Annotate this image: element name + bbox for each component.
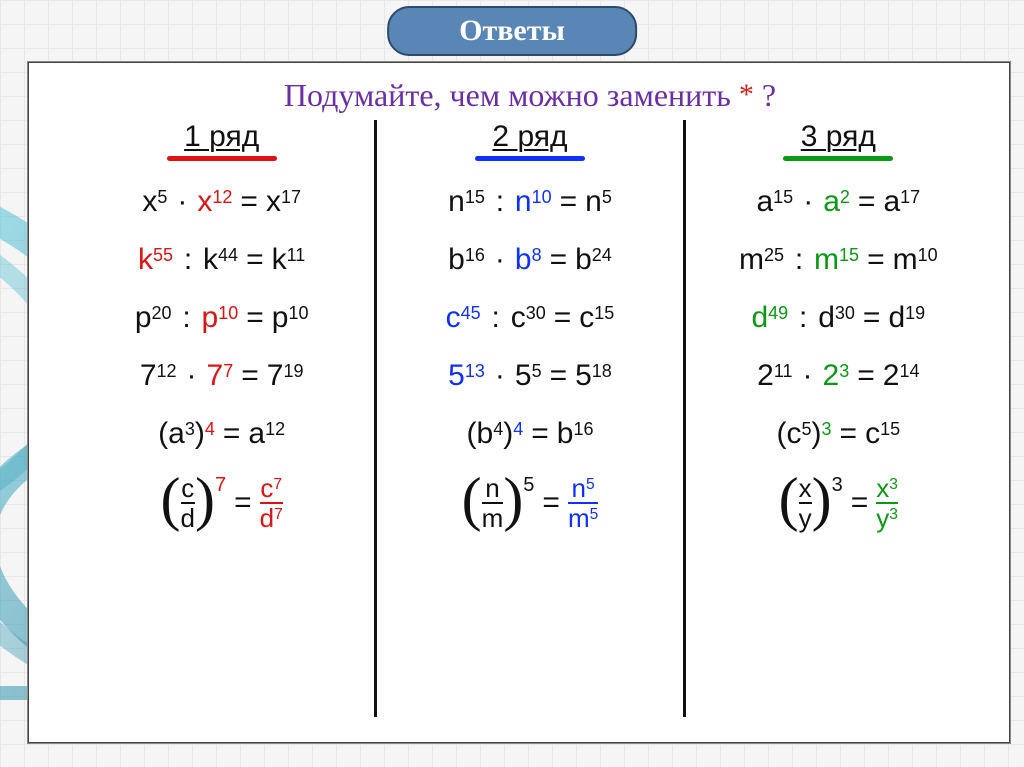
equation: 513 · 55 = 518 (448, 359, 612, 393)
equation: 712 · 77 = 719 (140, 359, 304, 393)
equation: (c5)3 = c15 (777, 417, 901, 451)
equation: k55 : k44 = k11 (138, 243, 305, 277)
equation: a15 · a2 = a17 (756, 185, 920, 219)
question-text: Подумайте, чем можно заменить * ? (69, 77, 991, 114)
equation: b16 · b8 = b24 (448, 243, 612, 277)
fraction-equation: ( cd ) 7 = c7 d7 (161, 475, 283, 531)
equation: p20 : p10 = p10 (135, 301, 309, 335)
column-title: 2 ряд (492, 120, 567, 154)
equation: m25 : m15 = m10 (739, 243, 938, 277)
column-3: 3 ряд a15 · a2 = a17 m25 : m15 = m10 d49… (683, 120, 991, 717)
answers-header: Ответы (387, 6, 637, 56)
fraction-equation: ( xy ) 3 = x3 y3 (779, 475, 898, 531)
equation: (b4)4 = b16 (467, 417, 594, 451)
equation: x5 · x12 = x17 (142, 185, 301, 219)
column-2: 2 ряд n15 : n10 = n5 b16 · b8 = b24 c45 … (374, 120, 682, 717)
asterisk-icon: * (739, 78, 754, 111)
question-prefix: Подумайте, чем можно заменить (284, 77, 739, 113)
equation: c45 : c30 = c15 (446, 301, 615, 335)
column-underline (475, 156, 585, 161)
question-suffix: ? (754, 77, 776, 113)
equation: (a3)4 = a12 (158, 417, 285, 451)
column-title: 1 ряд (184, 120, 259, 154)
worksheet-panel: Подумайте, чем можно заменить * ? 1 ряд … (28, 62, 1010, 743)
equation: n15 : n10 = n5 (448, 185, 612, 219)
equation: d49 : d30 = d19 (751, 301, 925, 335)
column-1: 1 ряд x5 · x12 = x17 k55 : k44 = k11 p20… (69, 120, 374, 717)
column-title: 3 ряд (801, 120, 876, 154)
column-underline (167, 156, 277, 161)
equation: 211 · 23 = 214 (757, 359, 919, 393)
fraction-equation: ( nm ) 5 = n5 m5 (462, 475, 599, 531)
column-underline (783, 156, 893, 161)
